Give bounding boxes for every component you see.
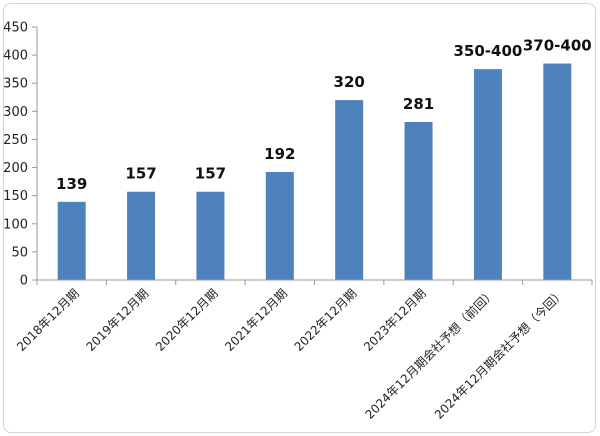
bar-value-label: 192: [264, 145, 295, 163]
y-tick-label: 0: [20, 274, 28, 289]
y-tick-label: 150: [3, 189, 28, 204]
y-tick-label: 50: [11, 245, 28, 260]
bars: [57, 63, 572, 281]
category-label: 2023年12月期: [361, 286, 429, 354]
y-tick-label: 300: [3, 105, 28, 120]
data-labels: 139 157 157 192 320 281 350-400 370-400: [56, 37, 592, 193]
y-tick-label: 400: [3, 49, 28, 64]
bar: [404, 122, 433, 280]
y-tick-label: 200: [3, 161, 28, 176]
category-label: 2020年12月期: [153, 286, 221, 354]
y-tick-label: 250: [3, 133, 28, 148]
category-label: 2019年12月期: [83, 286, 151, 354]
y-axis: 0 50 100 150 200 250 300 350 400 450: [3, 21, 38, 289]
x-axis: 2018年12月期 2019年12月期 2020年12月期 2021年12月期 2022…: [14, 279, 593, 422]
y-tick-label: 450: [3, 21, 28, 36]
bar-value-label: 281: [403, 95, 434, 113]
bar: [196, 191, 225, 280]
bar: [57, 201, 86, 280]
bar: [473, 69, 502, 281]
y-tick-label: 100: [3, 217, 28, 232]
bar-value-label: 157: [125, 165, 156, 183]
bar: [265, 172, 294, 280]
bar-value-label: 320: [334, 73, 365, 91]
bar: [127, 191, 156, 280]
bar: [543, 63, 572, 280]
category-label: 2022年12月期: [292, 286, 360, 354]
category-label: 2021年12月期: [222, 286, 290, 354]
category-label: 2024年12月期会社予想（今回）: [431, 286, 567, 422]
bar-value-label: 139: [56, 175, 87, 193]
category-label: 2024年12月期会社予想（前回）: [362, 286, 498, 422]
bar-value-label: 157: [195, 165, 226, 183]
bar-value-label: 350-400: [454, 42, 523, 60]
y-tick-label: 350: [3, 77, 28, 92]
category-label: 2018年12月期: [14, 286, 82, 354]
bar: [335, 100, 364, 280]
bar-value-label: 370-400: [523, 37, 592, 55]
